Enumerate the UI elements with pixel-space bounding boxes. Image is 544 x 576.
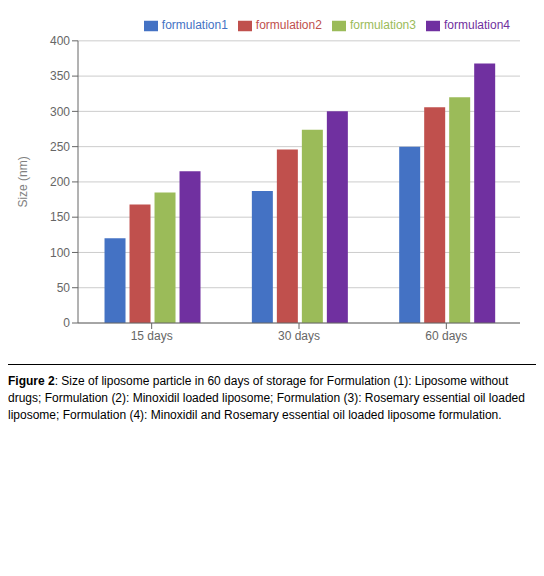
svg-text:Size (nm): Size (nm) bbox=[16, 156, 30, 207]
svg-text:15 days: 15 days bbox=[131, 329, 173, 343]
html-text:formulation4: formulation4 bbox=[444, 18, 510, 32]
svg-text:100: 100 bbox=[50, 246, 70, 260]
html-text:formulation1: formulation1 bbox=[161, 18, 228, 32]
html-text:formulation2: formulation2 bbox=[255, 18, 322, 32]
svg-text:200: 200 bbox=[50, 175, 70, 189]
html-text:Figure 2: Size of liposome par: Figure 2: Size of liposome particle in 6… bbox=[8, 374, 525, 422]
svg-text:300: 300 bbox=[50, 105, 70, 119]
svg-text:30 days: 30 days bbox=[278, 329, 320, 343]
svg-text:250: 250 bbox=[50, 140, 70, 154]
svg-text:350: 350 bbox=[50, 69, 70, 83]
svg-text:150: 150 bbox=[50, 210, 70, 224]
svg-text:400: 400 bbox=[50, 34, 70, 48]
svg-text:0: 0 bbox=[63, 316, 70, 330]
svg-text:60 days: 60 days bbox=[425, 329, 467, 343]
svg-text:50: 50 bbox=[57, 281, 71, 295]
html-text:formulation3: formulation3 bbox=[349, 18, 416, 32]
